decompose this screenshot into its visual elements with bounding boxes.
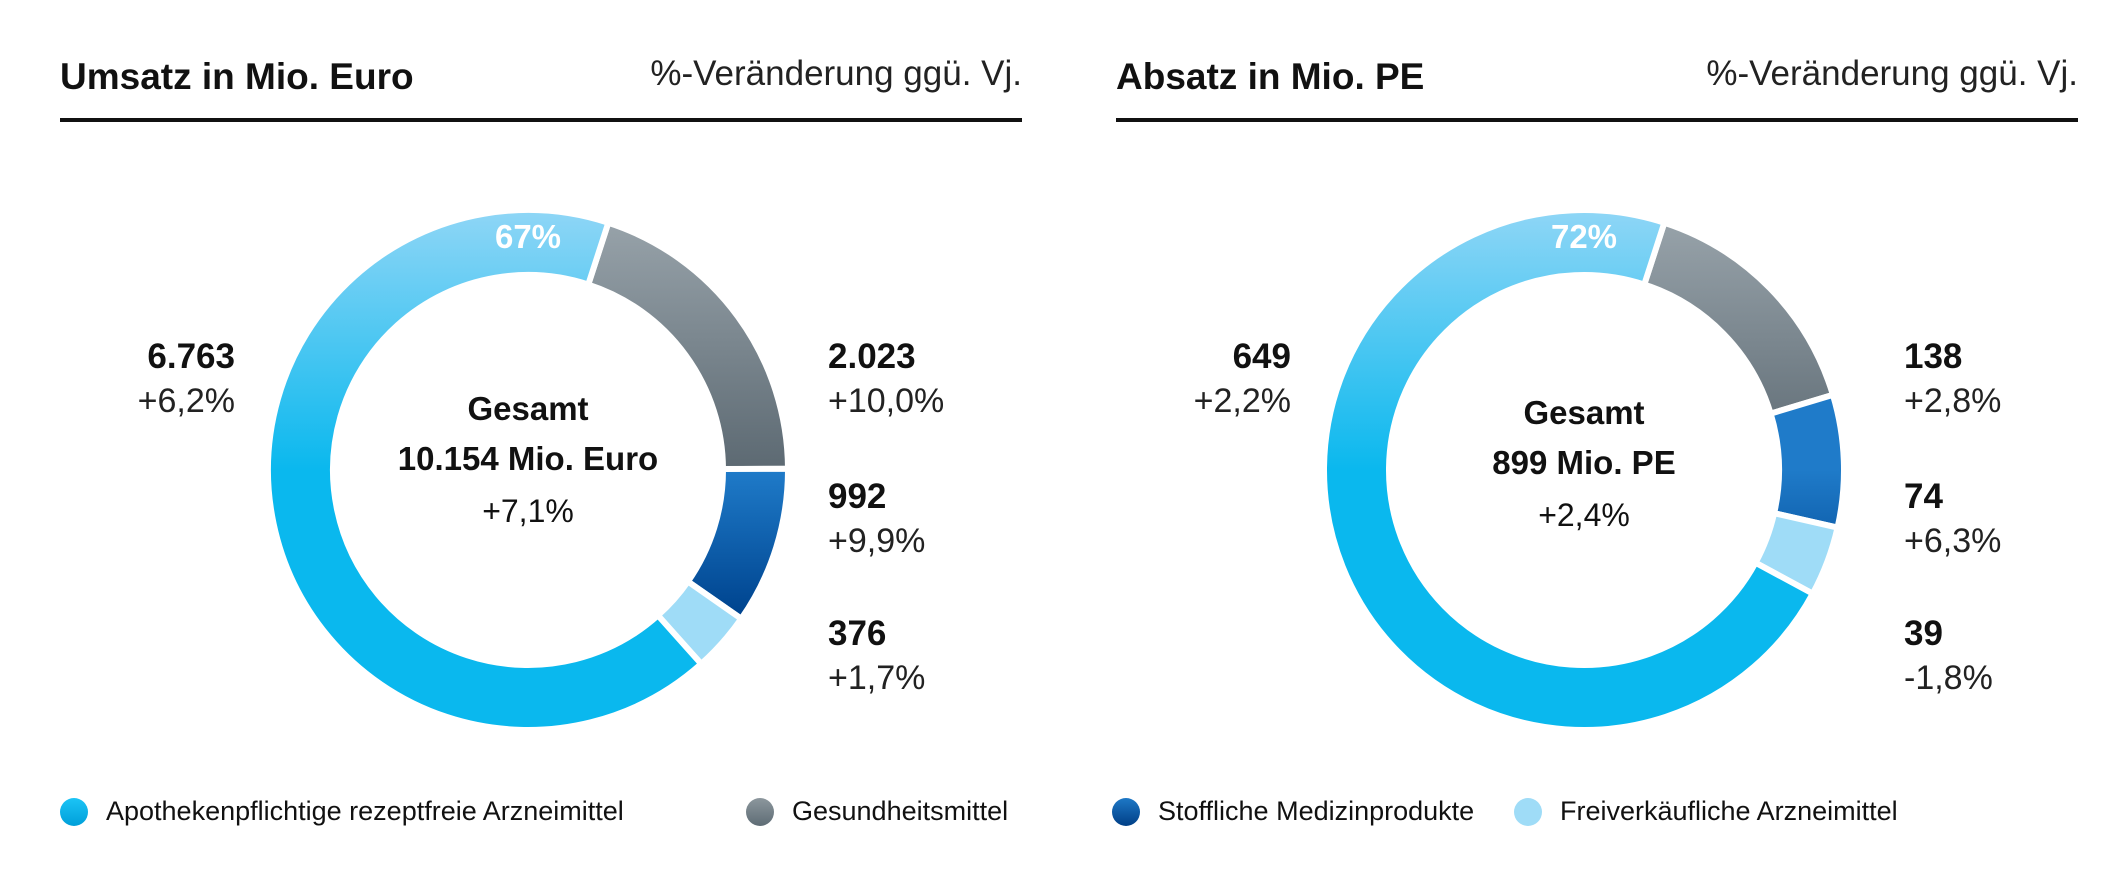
legend-label: Apothekenpflichtige rezeptfreie Arzneimi… xyxy=(106,796,624,826)
absatz-title: Absatz in Mio. PE xyxy=(1116,56,1425,97)
umsatz-donut-chart: 67% Gesamt 10.154 Mio. Euro +7,1% xyxy=(265,207,792,733)
donut-segment-gesundheitsmittel xyxy=(1640,218,1837,418)
umsatz-label-gesundheitsmittel: 2.023 +10,0% xyxy=(828,335,1028,423)
legend-swatch xyxy=(746,797,774,826)
donut-segment-apothekenpflichtig xyxy=(1321,207,1817,733)
absatz-label-medizinprodukte: 74 +6,3% xyxy=(1904,475,2104,563)
legend-swatch xyxy=(60,797,88,826)
absatz-center-total: 899 Mio. PE xyxy=(1492,444,1675,481)
umsatz-label-apothekenpflichtig: 6.763 +6,2% xyxy=(35,335,235,423)
umsatz-title-rule xyxy=(60,118,1022,122)
absatz-value: 138 xyxy=(1904,337,1963,376)
legend-swatch xyxy=(1112,797,1140,826)
absatz-donut-chart: 72% Gesamt 899 Mio. PE +2,4% xyxy=(1321,207,1847,733)
legend-item-freiverkaeuflich: Freiverkäufliche Arzneimittel xyxy=(1514,796,1898,827)
umsatz-main-share-label: 67% xyxy=(495,218,561,255)
umsatz-center-change: +7,1% xyxy=(482,493,574,529)
absatz-value: 39 xyxy=(1904,614,1943,653)
umsatz-value: 376 xyxy=(828,614,887,653)
legend-item-medizinprodukte: Stoffliche Medizinprodukte xyxy=(1112,796,1474,827)
absatz-label-apothekenpflichtig: 649 +2,2% xyxy=(1091,335,1291,423)
umsatz-center-total: 10.154 Mio. Euro xyxy=(398,440,658,477)
absatz-value: 74 xyxy=(1904,477,1943,516)
absatz-main-share-label: 72% xyxy=(1551,218,1617,255)
legend-swatch xyxy=(1514,797,1542,826)
umsatz-value: 992 xyxy=(828,477,887,516)
legend-item-apothekenpflichtig: Apothekenpflichtige rezeptfreie Arzneimi… xyxy=(60,796,624,827)
absatz-title-rule xyxy=(1116,118,2078,122)
legend-label: Freiverkäufliche Arzneimittel xyxy=(1560,796,1898,826)
absatz-center-change: +2,4% xyxy=(1538,497,1630,533)
legend-label: Stoffliche Medizinprodukte xyxy=(1158,796,1475,826)
umsatz-label-medizinprodukte: 992 +9,9% xyxy=(828,475,1028,563)
umsatz-change: +10,0% xyxy=(828,382,945,420)
umsatz-center-title: Gesamt xyxy=(467,390,588,427)
umsatz-change: +1,7% xyxy=(828,659,926,697)
absatz-center-title: Gesamt xyxy=(1523,394,1644,431)
legend-label: Gesundheitsmittel xyxy=(792,796,1009,826)
umsatz-value: 6.763 xyxy=(147,337,235,376)
legend: Apothekenpflichtige rezeptfreie Arzneimi… xyxy=(60,796,2100,836)
umsatz-subtitle: %-Veränderung ggü. Vj. xyxy=(650,54,1022,93)
absatz-label-freiverkaeuflich: 39 -1,8% xyxy=(1904,612,2104,700)
absatz-subtitle: %-Veränderung ggü. Vj. xyxy=(1706,54,2078,93)
donut-segment-apothekenpflichtig xyxy=(265,207,706,733)
umsatz-change: +6,2% xyxy=(137,382,235,420)
umsatz-title: Umsatz in Mio. Euro xyxy=(60,56,414,97)
umsatz-panel: Umsatz in Mio. Euro %-Veränderung ggü. V… xyxy=(60,0,1022,760)
absatz-panel: Absatz in Mio. PE %-Veränderung ggü. Vj.… xyxy=(1116,0,2078,760)
absatz-segments xyxy=(1321,207,1847,733)
umsatz-label-freiverkaeuflich: 376 +1,7% xyxy=(828,612,1028,700)
absatz-value: 649 xyxy=(1232,337,1291,376)
absatz-change: +2,8% xyxy=(1904,382,2002,420)
donut-segment-medizinprodukte xyxy=(1766,391,1847,532)
donut-segment-gesundheitsmittel xyxy=(584,218,792,473)
umsatz-change: +9,9% xyxy=(828,522,926,560)
absatz-change: -1,8% xyxy=(1904,659,1993,697)
umsatz-value: 2.023 xyxy=(828,337,916,376)
umsatz-segments xyxy=(265,207,792,733)
absatz-change: +6,3% xyxy=(1904,522,2002,560)
absatz-change: +2,2% xyxy=(1193,382,1291,420)
legend-item-gesundheitsmittel: Gesundheitsmittel xyxy=(746,796,1008,827)
absatz-label-gesundheitsmittel: 138 +2,8% xyxy=(1904,335,2104,423)
